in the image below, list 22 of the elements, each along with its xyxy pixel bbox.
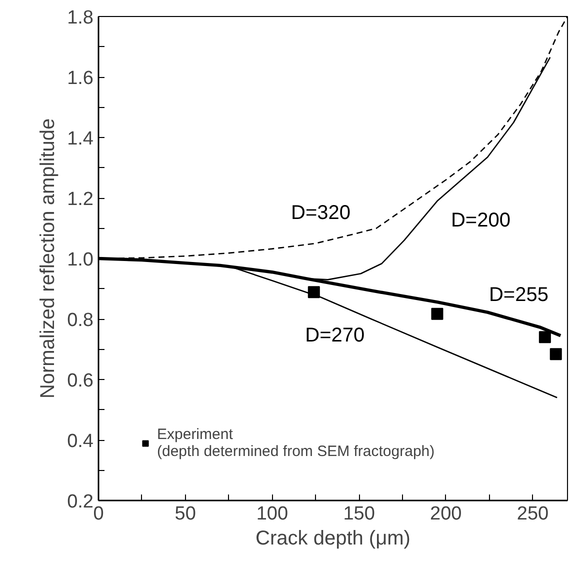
series-label: D=255 [488, 284, 548, 306]
y-tick-label: 0.6 [67, 370, 94, 392]
y-tick-label: 1.8 [67, 8, 94, 28]
legend-label: Experiment (depth determined from SEM fractograph) [157, 426, 435, 460]
y-tick-label: 1.4 [67, 128, 94, 150]
y-tick-label: 1.2 [67, 189, 94, 210]
y-tick-label: 1.6 [67, 68, 94, 89]
x-axis-title: Crack depth (μm) [256, 528, 410, 550]
x-tick-label: 250 [516, 504, 549, 524]
x-tick-label: 50 [174, 504, 196, 524]
y-tick-label: 1.0 [67, 250, 94, 270]
y-tick-label: 0.4 [67, 431, 94, 452]
series-label: D=270 [305, 324, 365, 346]
x-tick-label: 100 [256, 504, 288, 524]
y-tick-label: 0.8 [67, 310, 94, 331]
x-tick-label: 0 [93, 504, 104, 524]
series-label: D=320 [291, 202, 351, 224]
y-tick-label: 0.2 [67, 492, 94, 512]
x-tick-label: 200 [430, 504, 462, 524]
x-tick-label: 150 [343, 504, 375, 524]
series-label: D=200 [450, 210, 510, 232]
y-axis-title: Normalized reflection amplitude [37, 118, 60, 399]
